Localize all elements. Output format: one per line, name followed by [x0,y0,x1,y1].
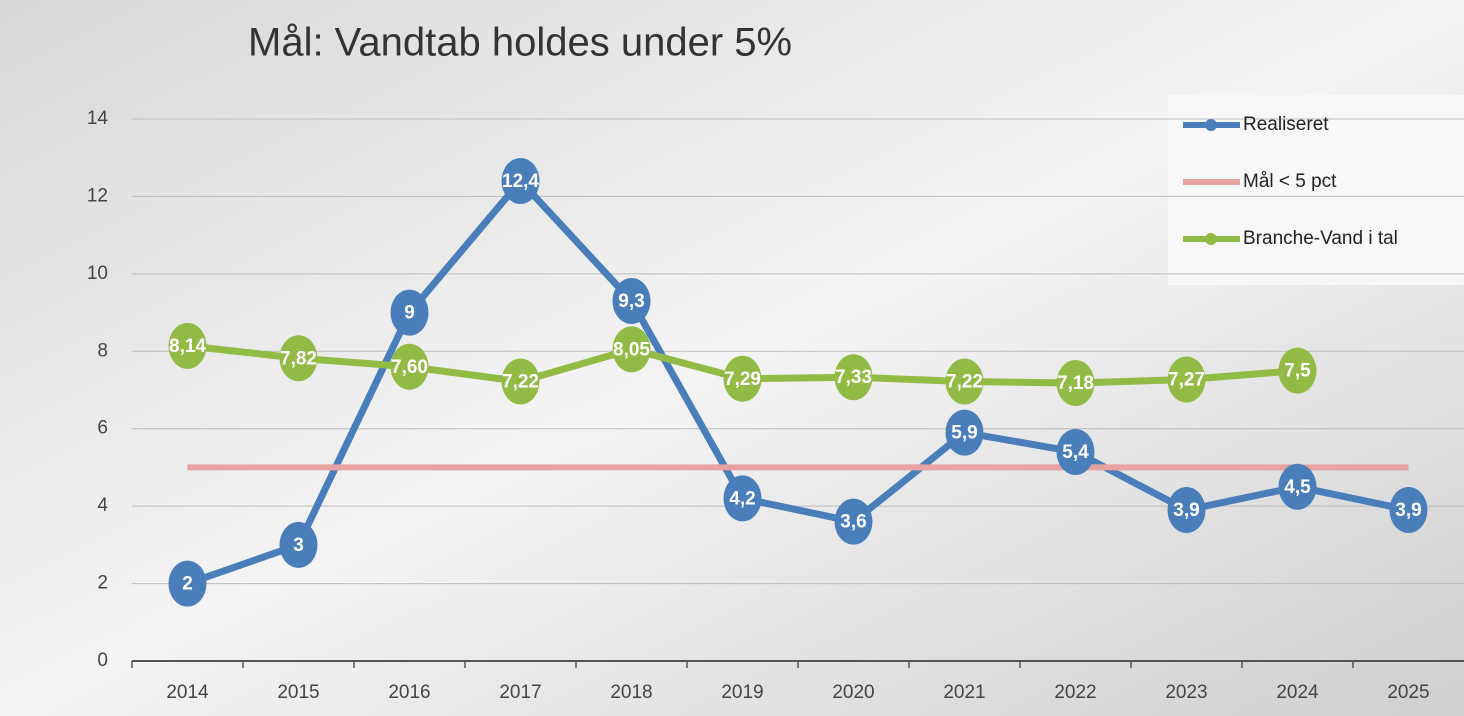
data-label: 7,18 [1057,373,1094,394]
x-tick-label: 2014 [166,682,209,703]
data-label: 2 [182,574,193,595]
data-label: 4,5 [1284,477,1311,498]
marker [834,498,873,545]
y-tick-label: 0 [97,650,108,671]
legend-marker [1205,233,1217,245]
marker [1278,463,1317,510]
marker [723,475,762,522]
x-tick-label: 2015 [277,682,319,703]
data-label: 9 [404,303,415,324]
marker [612,326,651,373]
data-label: 7,82 [280,348,317,369]
data-label: 7,22 [946,371,983,392]
data-label: 9,3 [618,291,644,312]
data-label: 5,4 [1062,442,1089,463]
y-tick-label: 12 [87,185,108,206]
data-label: 12,4 [502,171,539,192]
y-tick-label: 8 [97,340,108,361]
x-tick-label: 2018 [610,682,652,703]
legend-label: Branche-Vand i tal [1243,228,1398,249]
x-tick-label: 2020 [832,682,874,703]
y-tick-label: 2 [97,573,108,594]
marker [945,409,984,456]
marker [1389,487,1428,534]
y-tick-label: 10 [87,263,108,284]
data-label: 7,22 [502,371,539,392]
marker [390,289,429,336]
data-label: 3,9 [1395,500,1421,521]
data-label: 3,6 [840,512,866,533]
data-label: 7,60 [391,357,428,378]
marker [1278,347,1317,394]
chart-title: Mål: Vandtab holdes under 5% [248,21,792,65]
data-label: 5,9 [951,423,977,444]
x-tick-label: 2024 [1276,682,1319,703]
x-tick-label: 2016 [388,682,430,703]
marker [501,358,540,405]
data-label: 7,5 [1284,361,1311,382]
marker [1167,356,1206,403]
marker [1167,487,1206,534]
marker [723,355,762,402]
x-tick-label: 2017 [499,682,541,703]
x-tick-label: 2022 [1054,682,1096,703]
x-tick-label: 2021 [943,682,985,703]
x-tick-label: 2023 [1165,682,1207,703]
y-tick-label: 6 [97,418,108,439]
marker [279,335,318,382]
data-label: 4,2 [729,488,755,509]
y-tick-label: 14 [87,108,109,129]
marker [168,322,207,369]
marker [834,354,873,401]
data-label: 3,9 [1173,500,1199,521]
data-label: 8,05 [613,339,650,360]
y-tick-label: 4 [97,495,108,516]
marker [1056,360,1095,407]
x-tick-label: 2025 [1387,682,1429,703]
data-label: 7,27 [1168,370,1205,391]
data-label: 7,29 [724,369,761,390]
marker [612,277,651,324]
marker [168,560,207,607]
data-label: 7,33 [835,367,872,388]
data-label: 3 [293,535,304,556]
marker [279,521,318,568]
legend-marker [1205,119,1217,131]
x-tick-label: 2019 [721,682,763,703]
marker [1056,428,1095,475]
marker [945,358,984,405]
data-label: 8,14 [169,336,206,357]
legend-label: Mål < 5 pct [1243,171,1337,192]
legend-label: Realiseret [1243,114,1329,135]
marker [390,343,429,390]
marker [501,157,540,204]
